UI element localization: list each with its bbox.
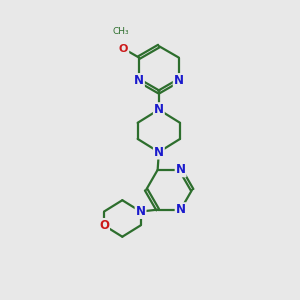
Text: O: O	[99, 219, 109, 232]
Text: O: O	[119, 44, 128, 54]
Text: N: N	[176, 164, 186, 176]
Text: N: N	[174, 74, 184, 87]
Text: CH₃: CH₃	[113, 27, 130, 36]
Text: N: N	[176, 203, 186, 216]
Text: N: N	[136, 205, 146, 218]
Text: N: N	[154, 146, 164, 159]
Text: N: N	[134, 74, 144, 87]
Text: N: N	[154, 103, 164, 116]
